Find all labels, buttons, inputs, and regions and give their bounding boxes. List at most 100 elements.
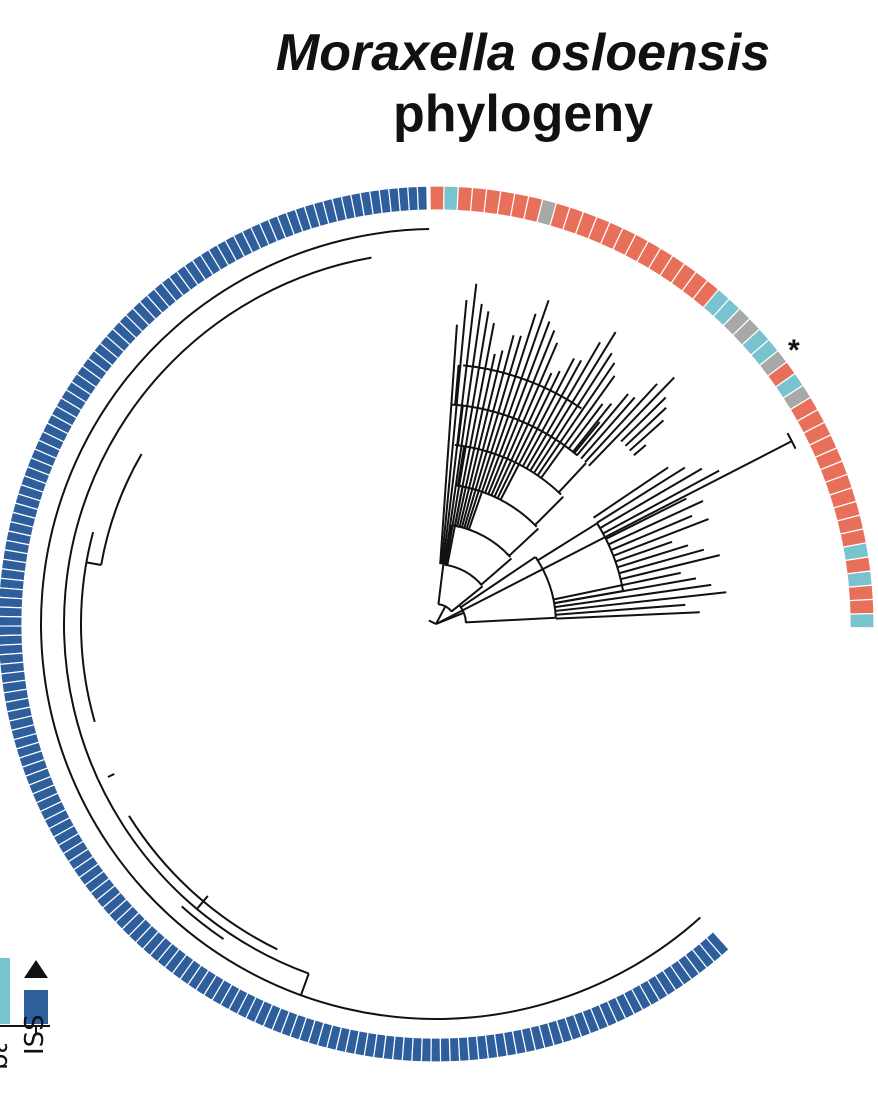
tree-branch [80, 531, 96, 723]
ring-tile [331, 195, 348, 223]
ring-tile [43, 808, 71, 830]
tree-branch [440, 299, 468, 565]
tree-branch [463, 364, 582, 410]
ring-tile [598, 1000, 618, 1028]
tree-branches [40, 228, 797, 1020]
tree-branch [107, 773, 115, 778]
ring-tile [50, 405, 78, 427]
ring-tile [21, 758, 49, 778]
ring-tile [511, 1028, 527, 1056]
ring-tile [698, 936, 723, 963]
ring-tile [262, 1003, 282, 1031]
ring-tile [303, 202, 321, 230]
ring-tile [23, 465, 51, 485]
ring-tile [316, 1021, 334, 1049]
sample-source-ring [0, 185, 875, 1063]
tree-branch [525, 341, 601, 469]
ring-tile [183, 259, 207, 287]
ring-tile [335, 1026, 352, 1054]
ring-tile [581, 1007, 601, 1035]
ring-tile [7, 520, 35, 537]
tree-branch [435, 440, 793, 625]
ring-tile [0, 568, 26, 582]
ring-tile [705, 930, 730, 957]
tree-branch [588, 376, 675, 467]
ring-tile [546, 1019, 565, 1047]
ring-tile [2, 549, 29, 564]
tree-branch [615, 540, 673, 563]
tree-branch [610, 514, 693, 551]
ring-tile [4, 697, 32, 713]
legend-label-iss: ISS [20, 1014, 50, 1055]
tree-branch [529, 331, 617, 472]
tree-branch [584, 383, 658, 463]
tree-branch [196, 895, 209, 910]
ring-tile [199, 248, 222, 276]
ring-tile [65, 380, 93, 404]
ring-tile [0, 661, 26, 675]
ring-tile [0, 625, 23, 637]
ring-tile [127, 918, 153, 944]
ring-tile [33, 439, 62, 460]
ring-tile [443, 185, 459, 212]
legend-label-clipped: ban [0, 1044, 14, 1070]
ring-tile [186, 964, 210, 992]
ring-tile [520, 1026, 537, 1054]
ring-tile [0, 615, 23, 627]
tree-branch [596, 466, 686, 524]
ring-tile [382, 1034, 396, 1061]
tree-branch [554, 583, 712, 609]
ring-tile [0, 587, 25, 600]
ring-tile [12, 732, 40, 750]
tree-branch [467, 300, 550, 530]
ring-tile [589, 1003, 610, 1032]
ring-tile [0, 596, 24, 609]
ring-tile [18, 750, 46, 769]
ring-tile [258, 218, 279, 246]
ring-tile [60, 388, 88, 412]
ring-tile [407, 185, 419, 212]
tree-branch [453, 524, 512, 558]
ring-tile [0, 558, 28, 573]
tree-branch [540, 375, 616, 479]
tree-branch [181, 905, 225, 940]
tree-branch [605, 497, 687, 540]
ring-tile [9, 511, 37, 528]
tree-branch [633, 444, 647, 457]
asterisk-annotation: * [788, 334, 800, 367]
figure-title: Moraxella osloensis phylogeny [238, 22, 808, 144]
tree-branch [458, 350, 504, 528]
tree-branch [442, 283, 478, 565]
ring-tile [131, 300, 157, 327]
ring-tile [27, 775, 56, 795]
tree-branch [493, 372, 553, 498]
ring-tile [175, 264, 199, 292]
ring-tile [249, 222, 270, 250]
ring-tile [179, 959, 203, 986]
ring-tile [114, 905, 140, 931]
ring-tile [0, 577, 25, 591]
ring-tile [134, 924, 160, 951]
ring-tile [39, 800, 67, 822]
tree-branch [536, 362, 616, 476]
ring-tile [439, 1037, 451, 1063]
tree-branch [446, 322, 495, 566]
ring-tile [11, 502, 39, 520]
ring-tile [271, 1007, 291, 1035]
tree-branch [508, 527, 540, 557]
ring-tile [564, 1013, 583, 1041]
tree-branch [465, 313, 537, 530]
ring-tile [41, 422, 70, 443]
tree-branch [533, 352, 613, 474]
ring-tile [630, 983, 653, 1011]
tree-branch [567, 403, 604, 450]
tree-branch [534, 556, 557, 618]
ring-tile [529, 1024, 546, 1052]
ring-tile [0, 643, 24, 656]
ring-tile [17, 483, 45, 502]
ring-tile [236, 992, 257, 1020]
legend-triangle-marker [24, 960, 48, 978]
tree-branch [40, 228, 701, 1020]
ring-tile [321, 197, 339, 225]
ring-tile [448, 1036, 461, 1063]
